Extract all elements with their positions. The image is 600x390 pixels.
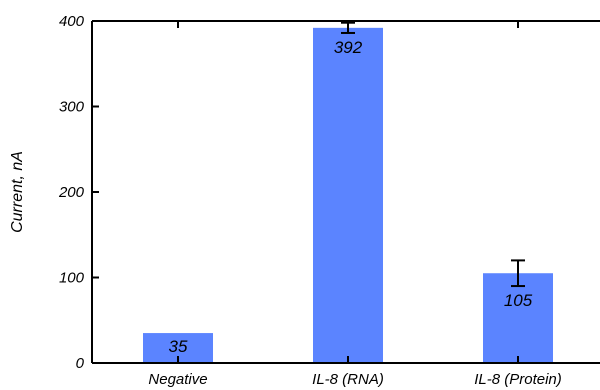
y-tick-label-0: 0 xyxy=(76,355,85,372)
data-label-1: 392 xyxy=(334,38,363,57)
y-tick-label-1: 100 xyxy=(59,270,85,287)
chart-marks: 35 392 105 xyxy=(143,21,553,364)
y-tick-label-3: 300 xyxy=(59,99,85,116)
category-label-0: Negative xyxy=(148,371,207,388)
bar-2 xyxy=(483,273,553,363)
chart-axes: 0 100 200 300 400 Negative IL-8 (RNA) IL-8 (Pro… xyxy=(58,13,562,388)
data-label-0: 35 xyxy=(169,337,188,356)
y-tick-label-2: 200 xyxy=(58,184,85,201)
category-label-1: IL-8 (RNA) xyxy=(312,371,384,388)
y-tick-label-4: 400 xyxy=(59,13,85,30)
error-bar-2 xyxy=(511,259,525,288)
bar-1 xyxy=(313,27,383,364)
category-label-2: IL-8 (Protein) xyxy=(474,371,562,388)
data-label-2: 105 xyxy=(504,291,533,310)
y-axis-title: Current, nA xyxy=(9,151,26,233)
